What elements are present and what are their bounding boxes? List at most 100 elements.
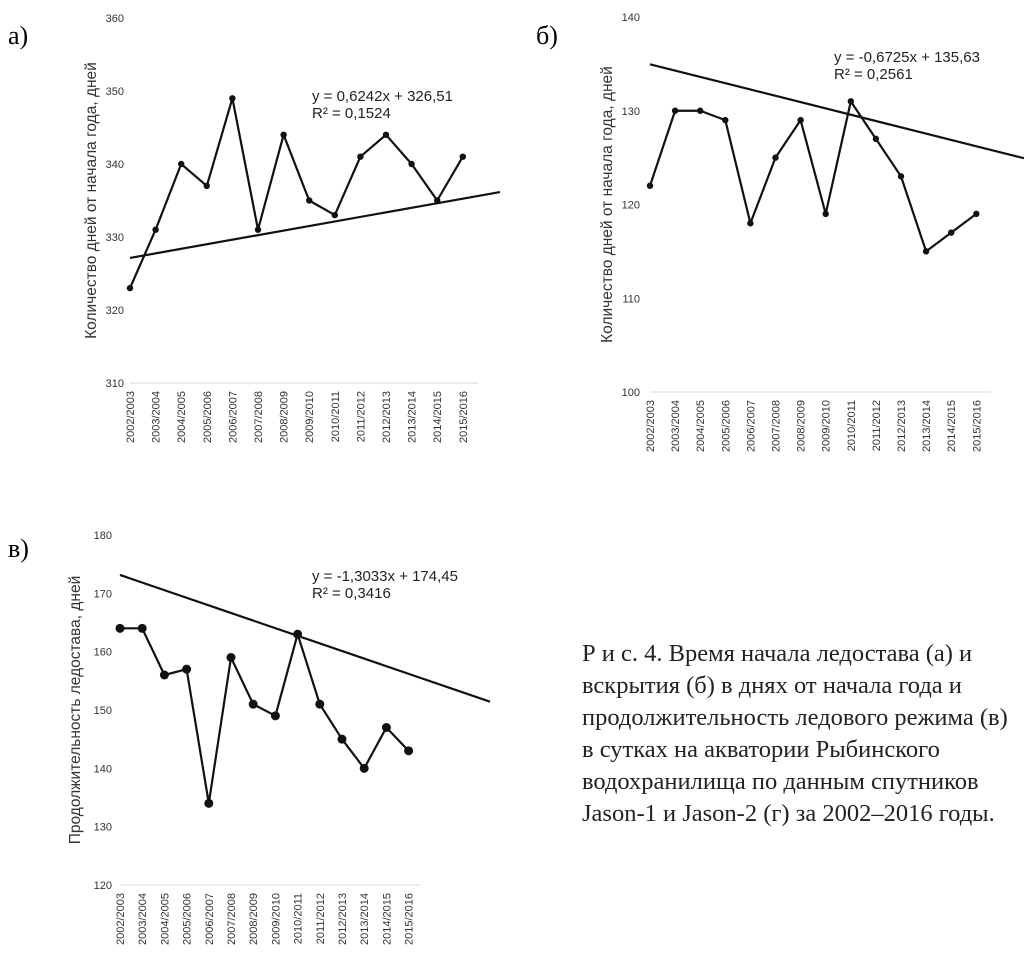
chart3-data-point xyxy=(226,653,236,662)
figure-caption: Р и с. 4. Время начала ледостава (а) и в… xyxy=(582,640,1008,827)
chart2-data-point xyxy=(922,248,930,255)
chart1-series-line xyxy=(128,97,464,289)
chart3-data-point xyxy=(315,699,325,709)
chart2-trendline xyxy=(649,63,1024,160)
chart1-x-tick-label: 2007/2008 xyxy=(253,391,265,443)
chart2-data-point xyxy=(948,229,955,236)
chart1-x-tick-label: 2008/2009 xyxy=(279,391,291,443)
chart3-data-point xyxy=(182,664,192,674)
chart3-x-tick-label: 2009/2010 xyxy=(270,893,282,945)
chart2-x-tick-label: 2003/2004 xyxy=(670,400,682,452)
chart2-y-tick-label: 100 xyxy=(622,387,640,399)
chart1-x-tick-label: 2014/2015 xyxy=(432,391,444,443)
chart1-x-tick-label: 2012/2013 xyxy=(381,391,393,443)
chart2-data-point xyxy=(872,135,880,143)
chart1-y-axis-label: Количество дней от начала года, дней xyxy=(83,62,100,339)
chart1-data-point xyxy=(203,182,210,190)
chart1-trend-r2: R² = 0,1524 xyxy=(312,105,391,122)
chart2-x-tick-label: 2007/2008 xyxy=(771,400,783,452)
chart2-x-tick-label: 2010/2011 xyxy=(846,400,858,451)
chart3-x-tick-label: 2002/2003 xyxy=(115,893,127,945)
chart3-x-tick-label: 2005/2006 xyxy=(182,893,194,945)
chart1-data-point xyxy=(459,153,466,160)
chart3-data-point xyxy=(204,798,214,808)
chart1-data-point xyxy=(178,160,185,168)
chart1-x-tick-label: 2002/2003 xyxy=(125,391,137,443)
chart3-x-tick-label: 2013/2014 xyxy=(359,893,371,945)
chart2-data-point xyxy=(646,182,654,189)
chart1-x-tick-label: 2004/2005 xyxy=(176,391,188,443)
chart2-x-tick-label: 2012/2013 xyxy=(896,400,908,452)
chart1-x-tick-label: 2010/2011 xyxy=(330,391,342,442)
chart1-data-point xyxy=(280,131,287,138)
chart1-x-tick-label: 2011/2012 xyxy=(355,391,367,442)
chart3-y-tick-label: 180 xyxy=(94,530,112,542)
chart1-data-point xyxy=(331,211,338,219)
chart1-x-tick-label: 2005/2006 xyxy=(202,391,214,443)
chart2-x-tick-label: 2004/2005 xyxy=(695,400,707,452)
chart3-trend-r2: R² = 0,3416 xyxy=(312,585,391,602)
chart3-x-tick-label: 2010/2011 xyxy=(293,893,305,944)
chart3-x-tick-label: 2006/2007 xyxy=(204,893,216,945)
chart3-y-tick-label: 160 xyxy=(94,647,112,659)
chart2-x-tick-label: 2005/2006 xyxy=(720,400,732,452)
chart3-trendline xyxy=(119,573,491,703)
chart1-y-tick-label: 320 xyxy=(106,305,124,317)
chart3-data-point xyxy=(359,763,369,773)
chart2-data-point xyxy=(822,210,829,218)
chart2-trend-equation: y = -0,6725x + 135,63 xyxy=(834,49,980,66)
chart2-x-tick-label: 2013/2014 xyxy=(921,400,933,452)
chart2-data-point xyxy=(797,116,804,124)
chart3-x-tick-label: 2014/2015 xyxy=(381,893,393,945)
chart2-y-tick-label: 130 xyxy=(622,106,640,118)
chart1-y-tick-label: 360 xyxy=(106,13,124,25)
chart2-data-point xyxy=(897,173,905,180)
chart1-y-tick-label: 310 xyxy=(106,378,124,390)
chart3-trend-equation: y = -1,3033x + 174,45 xyxy=(312,568,458,585)
chart2-x-tick-label: 2008/2009 xyxy=(796,400,808,452)
chart3-x-tick-label: 2008/2009 xyxy=(248,893,260,945)
chart2-data-point xyxy=(671,107,679,114)
chart1-data-point xyxy=(229,95,236,102)
chart3-y-tick-label: 170 xyxy=(94,588,112,600)
chart2-x-tick-label: 2002/2003 xyxy=(645,400,657,452)
chart1-trend-equation: y = 0,6242x + 326,51 xyxy=(312,88,453,105)
chart3-data-point xyxy=(248,699,258,709)
chart1-x-tick-label: 2006/2007 xyxy=(227,391,239,443)
chart1-data-point xyxy=(434,197,441,204)
chart2-x-tick-label: 2014/2015 xyxy=(946,400,958,452)
chart1-data-point xyxy=(126,284,134,292)
chart3-x-tick-label: 2015/2016 xyxy=(404,893,416,945)
chart3-data-point xyxy=(270,711,280,721)
chart3-y-tick-label: 120 xyxy=(94,880,112,892)
chart3-data-point xyxy=(115,623,125,633)
chart3-data-point xyxy=(293,629,303,639)
chart2-data-point xyxy=(973,210,980,218)
chart1-data-point xyxy=(152,226,159,233)
chart3-x-tick-label: 2011/2012 xyxy=(315,893,327,944)
chart2-data-point xyxy=(847,98,854,105)
chart3-x-tick-label: 2012/2013 xyxy=(337,893,349,945)
chart3-data-point xyxy=(337,734,347,744)
chart3-x-tick-label: 2007/2008 xyxy=(226,893,238,945)
chart3-y-tick-label: 140 xyxy=(94,763,112,775)
chart2-data-point xyxy=(697,107,704,114)
chart1-data-point xyxy=(254,226,262,233)
chart3-y-tick-label: 150 xyxy=(94,705,112,717)
chart1-data-point xyxy=(306,197,313,204)
chart3-data-point xyxy=(404,746,414,756)
chart1-x-tick-label: 2015/2016 xyxy=(458,391,470,443)
chart1-data-point xyxy=(357,153,364,160)
chart3-data-point xyxy=(159,670,169,680)
chart2-y-axis-label: Количество дней от начала года, дней xyxy=(599,66,616,343)
chart2-panel-label: б) xyxy=(536,21,558,50)
chart1-trendline xyxy=(129,190,501,260)
chart2-y-tick-label: 110 xyxy=(622,293,640,305)
chart1-x-tick-label: 2003/2004 xyxy=(151,391,163,443)
chart3-data-point xyxy=(137,623,147,633)
chart2-x-tick-label: 2006/2007 xyxy=(745,400,757,452)
chart1-y-tick-label: 340 xyxy=(106,159,124,171)
chart1-data-point xyxy=(408,160,415,168)
chart2-y-tick-label: 140 xyxy=(622,12,640,24)
